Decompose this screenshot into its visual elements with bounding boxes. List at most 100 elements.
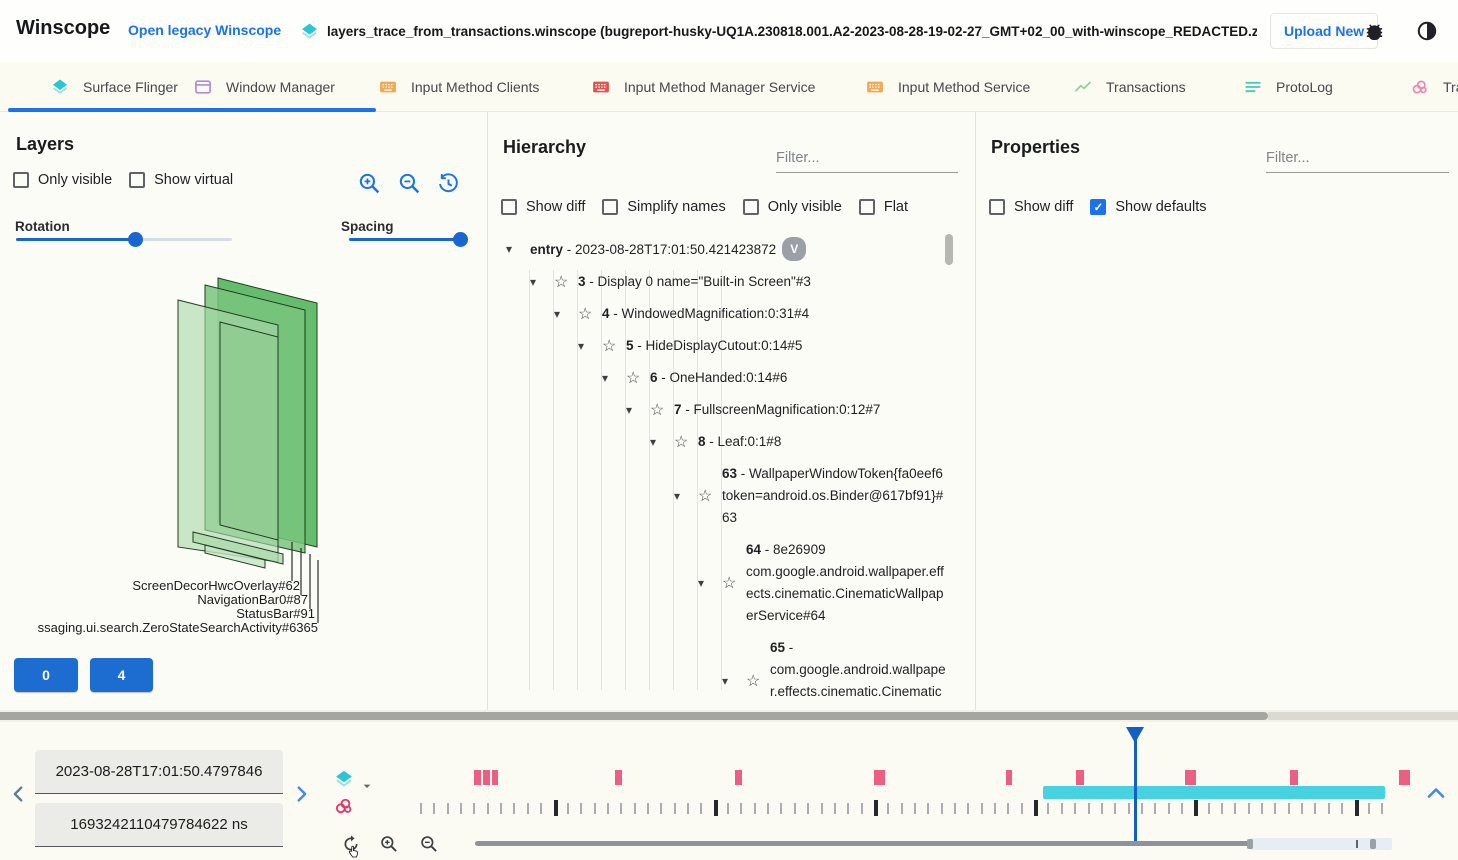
trace-selector-caret-icon[interactable]: [359, 778, 375, 794]
reset-zoom-icon[interactable]: [341, 834, 361, 854]
collapse-arrow-icon[interactable]: ▾: [602, 371, 609, 385]
tree-node-5[interactable]: ▾ ☆ 5 - HideDisplayCutout:0:14#5: [503, 330, 946, 362]
display-button-0[interactable]: 0: [14, 658, 78, 692]
tab-input-method-manager-service[interactable]: Input Method Manager Service: [591, 62, 815, 111]
star-icon[interactable]: ☆: [722, 575, 737, 592]
tree-node-entry[interactable]: ▾ entry - 2023-08-28T17:01:50.421423872 V: [503, 232, 946, 266]
tab-protolog[interactable]: ProtoLog: [1243, 62, 1333, 111]
collapse-arrow-icon[interactable]: ▾: [698, 576, 705, 590]
hierarchy-filter-input[interactable]: [776, 148, 958, 173]
collapse-arrow-icon[interactable]: ▾: [554, 307, 561, 321]
minimap-grip[interactable]: [1247, 839, 1253, 849]
spacing-slider[interactable]: [349, 232, 468, 247]
rotation-slider[interactable]: [16, 232, 232, 247]
timeline-event-marker[interactable]: [1185, 770, 1196, 785]
checkbox-box[interactable]: [602, 199, 619, 215]
checkbox-box[interactable]: [742, 199, 759, 215]
minimap-grip[interactable]: [1370, 839, 1376, 849]
star-icon[interactable]: ☆: [674, 434, 689, 451]
star-icon[interactable]: ☆: [746, 673, 761, 690]
checkbox-box[interactable]: [13, 172, 29, 188]
horizontal-scrollbar-thumb[interactable]: [0, 712, 1268, 720]
tab-transactions[interactable]: Transactions: [1073, 62, 1186, 111]
hierarchy-scrollbar[interactable]: [945, 234, 953, 265]
checkbox-show-defaults[interactable]: ✓ Show defaults: [1090, 199, 1206, 215]
upload-new-button[interactable]: Upload New: [1270, 13, 1379, 49]
open-legacy-link[interactable]: Open legacy Winscope: [128, 22, 282, 38]
checkbox-show-diff[interactable]: Show diff: [501, 199, 585, 215]
checkbox-box[interactable]: [989, 199, 1005, 215]
tree-node-63[interactable]: ▾ ☆ 63 - WallpaperWindowToken{fa0eef6 toke…: [503, 458, 946, 534]
checkbox-simplify-names[interactable]: Simplify names: [602, 199, 726, 215]
tab-input-method-clients[interactable]: Input Method Clients: [378, 62, 539, 111]
tab-surface-flinger[interactable]: Surface Flinger: [50, 62, 178, 111]
checkbox-box[interactable]: [501, 199, 517, 215]
zoom-in-icon[interactable]: [357, 171, 382, 196]
tree-node-7[interactable]: ▾ ☆ 7 - FullscreenMagnification:0:12#7: [503, 394, 946, 426]
tree-node-64[interactable]: ▾ ☆ 64 - 8e26909 com.google.android.wallpa…: [503, 534, 946, 632]
checkbox-box[interactable]: [858, 199, 875, 215]
star-icon[interactable]: ☆: [698, 488, 713, 505]
collapse-arrow-icon[interactable]: ▾: [650, 435, 657, 449]
tree-node-8[interactable]: ▾ ☆ 8 - Leaf:0:1#8: [503, 426, 946, 458]
rotation-slider-thumb[interactable]: [128, 232, 143, 247]
star-icon[interactable]: ☆: [602, 338, 617, 355]
timeline-event-marker[interactable]: [483, 770, 490, 785]
star-icon[interactable]: ☆: [650, 402, 665, 419]
timeline-cursor-handle[interactable]: [1126, 727, 1144, 743]
timeline-minimap-thumb[interactable]: [475, 841, 1250, 846]
zoom-out-icon[interactable]: [397, 171, 422, 196]
collapse-timeline-icon[interactable]: [1424, 782, 1448, 806]
dark-mode-toggle-icon[interactable]: [1415, 19, 1439, 43]
spacing-slider-thumb[interactable]: [453, 232, 468, 247]
timestamp-human-input[interactable]: 2023-08-28T17:01:50.4797846: [35, 750, 283, 794]
tree-node-6[interactable]: ▾ ☆ 6 - OneHanded:0:14#6: [503, 362, 946, 394]
bug-report-icon[interactable]: [1363, 20, 1386, 43]
timeline-event-marker[interactable]: [492, 770, 498, 785]
collapse-arrow-icon[interactable]: ▾: [530, 275, 537, 289]
timeline-zoom-in-icon[interactable]: [379, 834, 399, 854]
checkbox-only-visible[interactable]: Only visible: [742, 199, 842, 215]
checkbox-box[interactable]: [129, 172, 146, 188]
collapse-arrow-icon[interactable]: ▾: [578, 339, 585, 353]
timeline-selection-bar[interactable]: [1043, 786, 1385, 799]
tab-input-method-service[interactable]: Input Method Service: [865, 62, 1030, 111]
tree-node-65[interactable]: ▾ ☆ 65 - com.google.android.wallpaper.effe…: [503, 632, 946, 708]
timeline-event-marker[interactable]: [874, 770, 885, 785]
horizontal-scrollbar-track[interactable]: [1268, 712, 1458, 720]
timeline-event-marker[interactable]: [1006, 770, 1012, 785]
timeline-zoom-out-icon[interactable]: [419, 834, 439, 854]
next-entry-icon[interactable]: [290, 783, 312, 805]
collapse-arrow-icon[interactable]: ▾: [626, 403, 633, 417]
star-icon[interactable]: ☆: [626, 370, 641, 387]
properties-filter-input[interactable]: [1266, 148, 1449, 173]
layers-3d-view[interactable]: [0, 112, 487, 710]
checkbox-flat[interactable]: Flat: [858, 199, 908, 215]
tab-transitions[interactable]: Transitions: [1410, 62, 1458, 111]
timeline-event-marker[interactable]: [1399, 770, 1410, 785]
timeline-cursor[interactable]: [1134, 728, 1137, 844]
collapse-arrow-icon[interactable]: ▾: [674, 489, 681, 503]
timeline-event-marker[interactable]: [735, 770, 742, 785]
tab-window-manager[interactable]: Window Manager: [193, 62, 335, 111]
timeline-event-marker[interactable]: [1290, 770, 1298, 785]
transitions-trace-icon[interactable]: [333, 795, 355, 817]
timeline-event-marker[interactable]: [474, 770, 481, 785]
star-icon[interactable]: ☆: [554, 274, 569, 291]
surface-flinger-trace-icon[interactable]: [333, 768, 355, 790]
timestamp-ns-input[interactable]: 1693242110479784622 ns: [35, 803, 283, 847]
collapse-arrow-icon[interactable]: ▾: [722, 674, 729, 688]
display-button-4[interactable]: 4: [90, 658, 153, 692]
previous-entry-icon[interactable]: [8, 783, 30, 805]
timeline-event-marker[interactable]: [1076, 770, 1084, 785]
collapse-arrow-icon[interactable]: ▾: [506, 242, 513, 256]
tree-node-3[interactable]: ▾ ☆ 3 - Display 0 name="Built-in Screen"#3: [503, 266, 946, 298]
checkbox-box[interactable]: ✓: [1090, 199, 1107, 215]
tree-node-4[interactable]: ▾ ☆ 4 - WindowedMagnification:0:31#4: [503, 298, 946, 330]
reset-view-icon[interactable]: [436, 171, 461, 196]
checkbox-show-virtual[interactable]: Show virtual: [129, 172, 233, 188]
checkbox-only-visible[interactable]: Only visible: [13, 172, 112, 188]
timeline-event-marker[interactable]: [615, 770, 622, 785]
star-icon[interactable]: ☆: [578, 306, 593, 323]
checkbox-show-diff[interactable]: Show diff: [989, 199, 1073, 215]
